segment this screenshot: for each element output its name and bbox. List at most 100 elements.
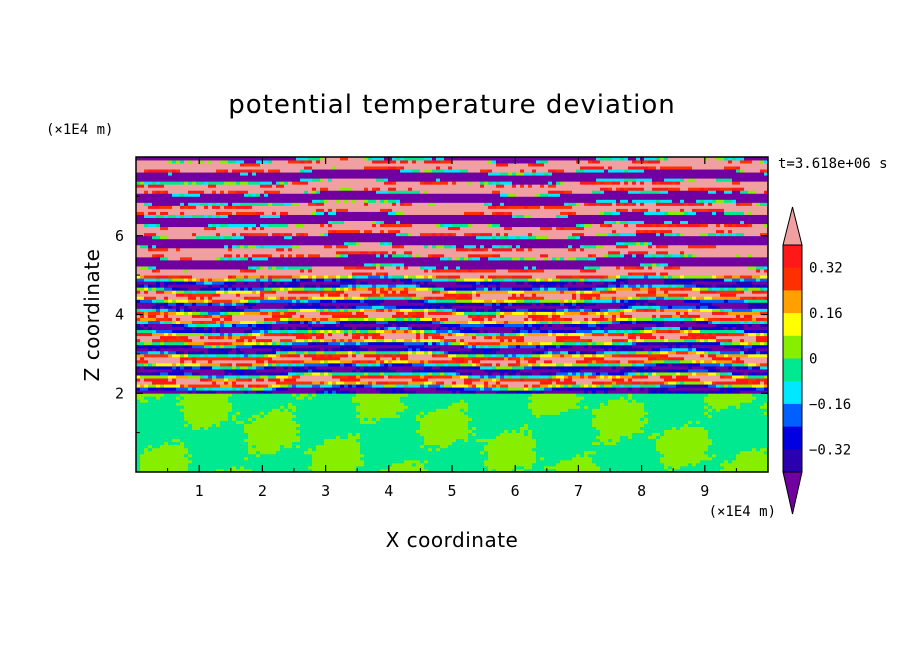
- field-cell: [232, 384, 237, 388]
- field-cell: [636, 432, 641, 437]
- field-cell: [720, 468, 725, 473]
- field-cell: [368, 462, 373, 467]
- field-cell: [544, 417, 549, 421]
- field-cell: [736, 465, 741, 470]
- field-cell: [448, 375, 453, 379]
- field-cell: [612, 390, 617, 394]
- field-cell: [200, 414, 205, 418]
- field-cell: [748, 444, 753, 449]
- field-cell: [240, 465, 245, 470]
- field-cell: [632, 414, 637, 418]
- field-cell: [384, 423, 389, 427]
- field-cell: [508, 462, 513, 467]
- field-cell: [764, 441, 769, 446]
- field-cell: [716, 450, 721, 455]
- field-cell: [244, 396, 249, 400]
- field-cell: [468, 405, 473, 409]
- field-cell: [736, 408, 741, 412]
- field-cell: [352, 459, 357, 464]
- field-cell: [200, 462, 205, 467]
- field-cell: [732, 378, 737, 382]
- field-cell: [168, 423, 173, 427]
- field-cell: [232, 417, 237, 421]
- field-cell: [748, 402, 753, 406]
- field-cell: [216, 423, 221, 427]
- field-cell: [564, 435, 569, 440]
- field-cell: [272, 420, 277, 424]
- field-cell: [344, 420, 349, 424]
- field-cell: [380, 468, 385, 473]
- field-cell: [188, 435, 193, 440]
- field-cell: [272, 381, 277, 385]
- field-cell: [512, 450, 517, 455]
- field-cell: [736, 468, 741, 473]
- field-cell: [276, 429, 281, 434]
- field-cell: [416, 396, 421, 400]
- field-cell: [356, 402, 361, 406]
- field-cell: [188, 375, 193, 379]
- field-cell: [440, 459, 445, 464]
- field-cell: [504, 462, 509, 467]
- field-cell: [560, 456, 565, 461]
- field-cell: [744, 384, 749, 388]
- field-cell: [404, 405, 409, 409]
- field-cell: [696, 423, 701, 427]
- field-cell: [364, 429, 369, 434]
- field-cell: [544, 441, 549, 446]
- field-cell: [404, 453, 409, 458]
- field-cell: [648, 408, 653, 412]
- field-cell: [420, 375, 425, 379]
- field-cell: [152, 381, 157, 385]
- field-cell: [160, 456, 165, 461]
- field-cell: [452, 387, 457, 391]
- field-cell: [600, 402, 605, 406]
- field-cell: [180, 396, 185, 400]
- field-cell: [740, 453, 745, 458]
- field-cell: [512, 378, 517, 382]
- field-cell: [660, 441, 665, 446]
- field-cell: [212, 411, 217, 415]
- field-cell: [620, 381, 625, 385]
- field-cell: [736, 459, 741, 464]
- field-cell: [216, 390, 221, 394]
- field-cell: [640, 432, 645, 437]
- field-cell: [412, 387, 417, 391]
- field-cell: [208, 384, 213, 388]
- field-cell: [252, 423, 257, 427]
- field-cell: [324, 378, 329, 382]
- field-cell: [676, 423, 681, 427]
- field-cell: [764, 393, 769, 397]
- field-cell: [300, 444, 305, 449]
- field-cell: [608, 450, 613, 455]
- field-cell: [468, 465, 473, 470]
- field-cell: [752, 429, 757, 434]
- field-cell: [500, 390, 505, 394]
- field-cell: [216, 411, 221, 415]
- field-cell: [140, 432, 145, 437]
- field-cell: [292, 411, 297, 415]
- field-cell: [752, 459, 757, 464]
- field-cell: [688, 405, 693, 409]
- field-cell: [424, 417, 429, 421]
- field-cell: [196, 381, 201, 385]
- field-cell: [368, 381, 373, 385]
- field-cell: [488, 390, 493, 394]
- field-cell: [152, 408, 157, 412]
- field-cell: [536, 414, 541, 418]
- field-cell: [340, 414, 345, 418]
- field-cell: [268, 444, 273, 449]
- field-cell: [624, 423, 629, 427]
- field-cell: [228, 393, 233, 397]
- field-cell: [624, 417, 629, 421]
- field-cell: [436, 447, 441, 452]
- field-cell: [528, 438, 533, 443]
- field-cell: [280, 408, 285, 412]
- field-cell: [532, 462, 537, 467]
- field-cell: [524, 387, 529, 391]
- field-cell: [512, 387, 517, 391]
- field-cell: [300, 438, 305, 443]
- field-cell: [640, 426, 645, 430]
- field-cell: [580, 450, 585, 455]
- field-cell: [336, 435, 341, 440]
- field-cell: [460, 450, 465, 455]
